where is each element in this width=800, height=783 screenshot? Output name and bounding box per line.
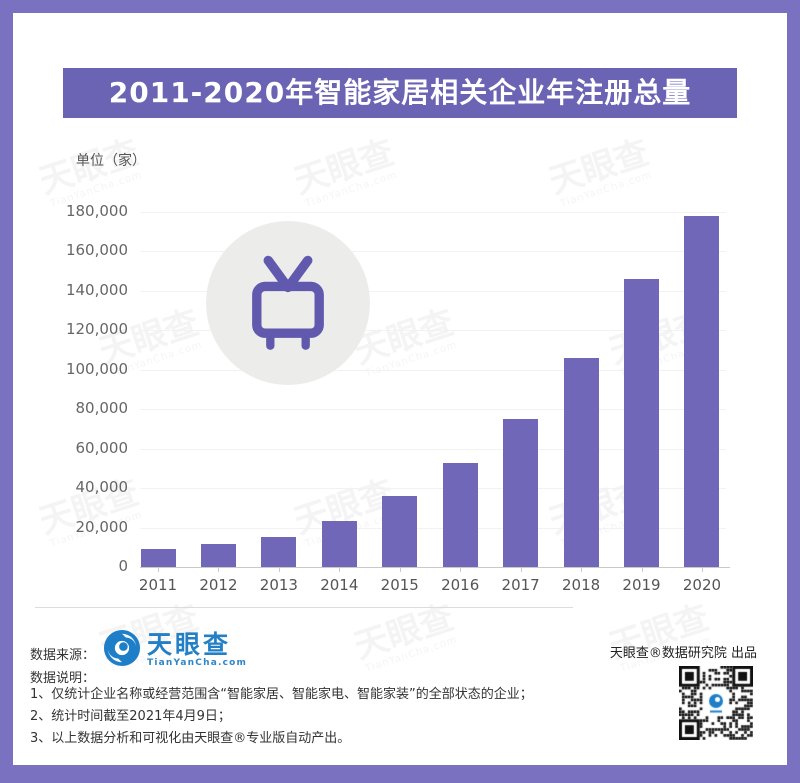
x-tick-mark [158, 568, 159, 572]
y-tick-label: 140,000 [65, 280, 128, 299]
x-axis-line [140, 567, 730, 568]
y-tick-label: 180,000 [65, 202, 128, 220]
gridline [140, 290, 726, 292]
gridline [140, 409, 726, 411]
x-tick-label: 2013 [259, 576, 298, 594]
bar-2016 [442, 463, 478, 567]
gridline [140, 488, 726, 490]
y-tick-label: 60,000 [75, 438, 129, 457]
chart-title-banner: 2011-2020年智能家居相关企业年注册总量 [63, 68, 737, 118]
x-tick-label: 2016 [441, 576, 480, 594]
data-note: 3、以上数据分析和可视化由天眼查®专业版自动产出。 [30, 731, 351, 746]
bar-2014 [321, 520, 357, 567]
bar-2013 [261, 537, 297, 567]
x-tick-mark [399, 568, 401, 572]
data-notes-list: 1、仅统计企业名称或经营范围含“智能家居、智能家电、智能家装”的全部状态的企业；… [30, 684, 630, 750]
y-tick-label: 100,000 [65, 359, 128, 378]
x-tick-mark [218, 568, 220, 572]
x-tick-mark [460, 568, 462, 572]
x-tick-mark [278, 568, 280, 572]
y-tick-label: 120,000 [65, 320, 128, 339]
data-notes-label: 数据说明： [30, 671, 96, 686]
x-tick-mark [641, 568, 643, 572]
y-tick-label: 0 [118, 557, 128, 575]
footer-divider [35, 607, 573, 608]
x-tick-label: 2020 [682, 576, 722, 594]
y-axis-unit-label: 单位（家） [76, 153, 146, 169]
logo-name: 天眼查 [147, 630, 232, 659]
x-tick-mark [701, 568, 703, 572]
bar-2020 [684, 215, 720, 567]
x-tick-label: 2019 [622, 576, 661, 594]
data-note: 1、仅统计企业名称或经营范围含“智能家居、智能家电、智能家装”的全部状态的企业； [30, 687, 533, 702]
y-tick-label: 40,000 [75, 478, 129, 497]
producer-credit: 天眼查®数据研究院 出品 [609, 646, 757, 661]
gridline [140, 527, 726, 529]
data-note: 2、统计时间截至2021年4月9日； [30, 709, 231, 724]
x-tick-label: 2012 [199, 576, 238, 594]
logo-domain: TianYanCha.com [147, 658, 248, 668]
qr-code [679, 666, 753, 740]
tianyancha-logo: 天眼查 TianYanCha.com [103, 629, 247, 671]
bar-2012 [200, 544, 236, 567]
gridline [140, 369, 726, 371]
x-tick-label: 2011 [138, 576, 178, 594]
y-tick-label: 160,000 [65, 241, 128, 260]
gridline [140, 251, 726, 253]
x-tick-label: 2014 [320, 576, 359, 594]
x-tick-label: 2015 [380, 576, 419, 594]
x-tick-mark [339, 568, 341, 572]
tv-icon-badge [206, 221, 370, 385]
y-tick-label: 20,000 [75, 517, 129, 536]
x-tick-mark [581, 568, 583, 572]
tv-icon [236, 249, 340, 357]
data-source-label: 数据来源： [30, 648, 96, 663]
x-tick-label: 2018 [561, 576, 601, 594]
bar-2017 [503, 419, 539, 567]
x-tick-label: 2017 [501, 576, 540, 594]
gridline [140, 212, 726, 213]
y-tick-label: 80,000 [75, 399, 129, 418]
bar-2019 [624, 279, 660, 567]
bar-2018 [563, 357, 599, 567]
bar-2015 [382, 496, 418, 567]
bar-2011 [140, 549, 176, 567]
gridline [140, 330, 726, 332]
gridline [140, 448, 726, 450]
page-title: 2011-2020年智能家居相关企业年注册总量 [108, 76, 692, 109]
x-tick-mark [520, 568, 522, 572]
tianyancha-swirl-icon [103, 629, 141, 671]
